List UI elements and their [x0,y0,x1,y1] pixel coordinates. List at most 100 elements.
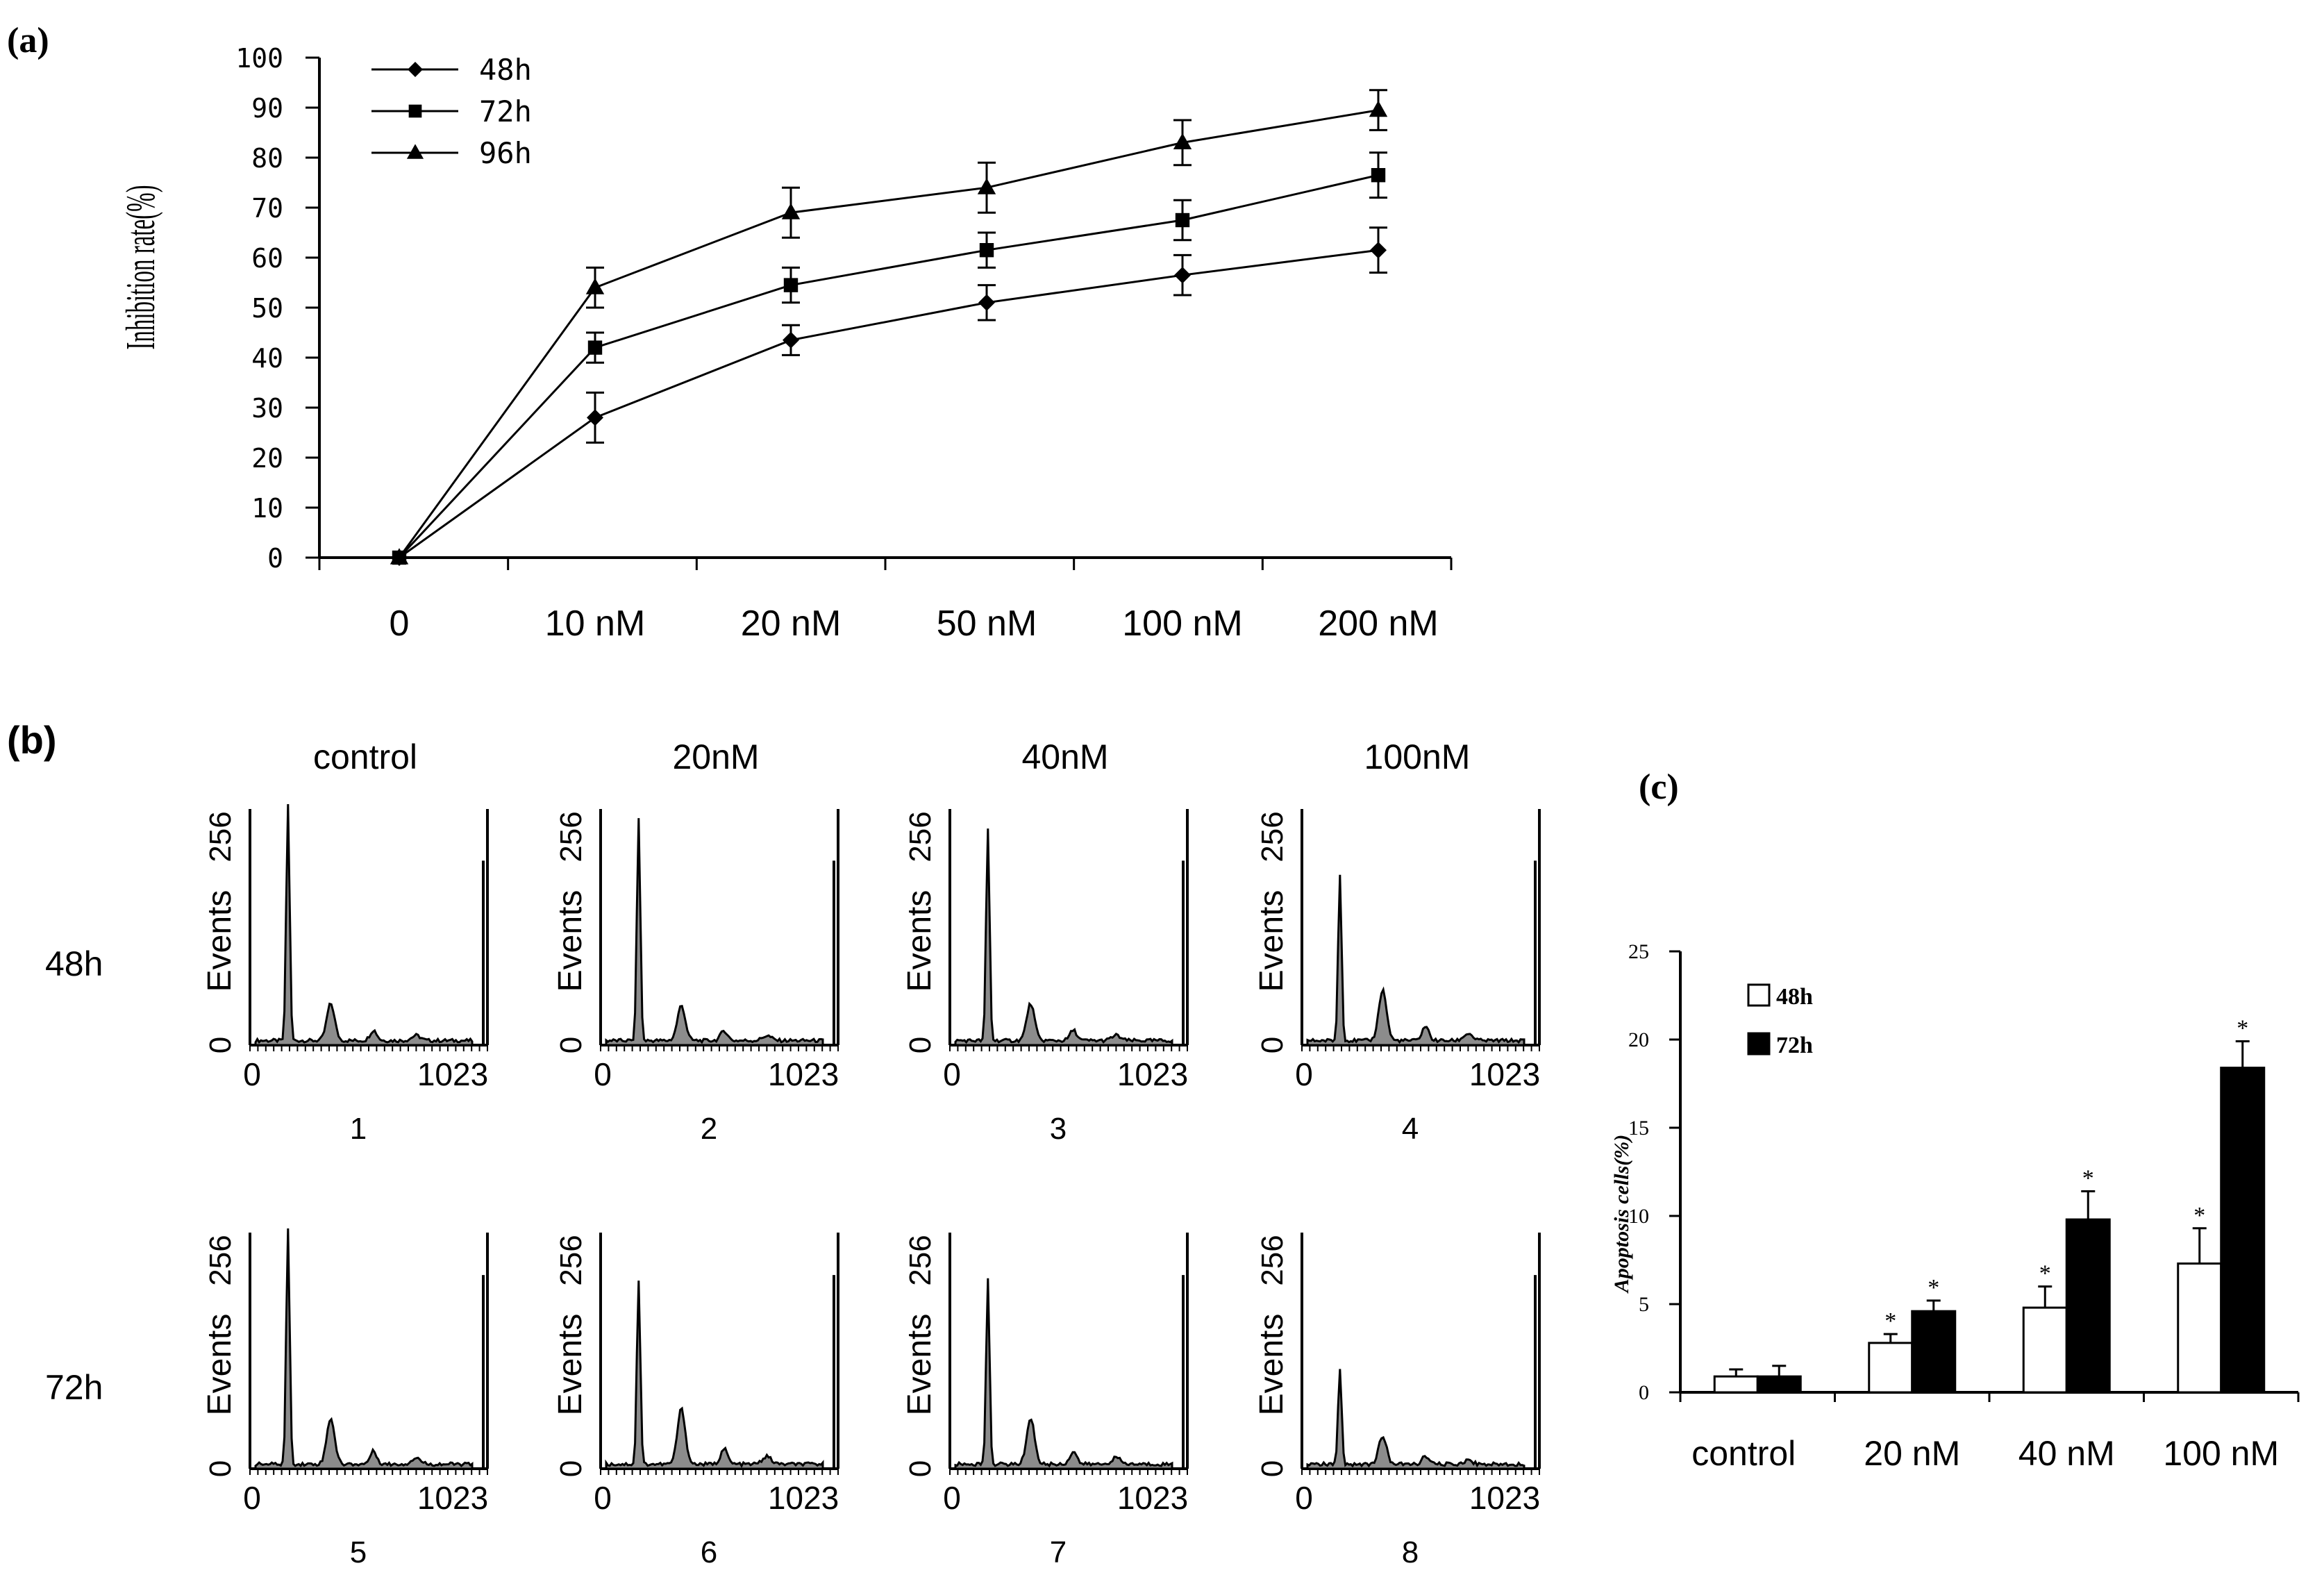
x-tick-label: 50 nM [937,603,1037,644]
hist-xtick-left: 0 [1295,1480,1313,1516]
bar-48h [2177,1262,2223,1394]
panel-label-b: (b) [7,718,57,762]
column-title: control [313,737,417,776]
hist-panel-number: 2 [701,1112,717,1146]
bar-72h [2220,1067,2266,1394]
marker-triangle [406,144,424,159]
line-chart-series [390,89,1388,566]
hist-panel-number: 5 [350,1535,367,1569]
hist-xtick-left: 0 [943,1056,961,1092]
bar-72h [2065,1218,2111,1394]
bar-x-tick-label: 40 nM [2018,1434,2115,1473]
bar-72h [1756,1375,1802,1394]
series-line-96h [398,109,1379,558]
marker-triangle [1173,133,1192,149]
line-chart-y-axis-label: Inhibition rate(%) [118,185,164,349]
bar-x-tick-label: 100 nM [2163,1434,2279,1473]
row-label: 72h [45,1368,103,1407]
bar-y-tick-label: 0 [1639,1381,1649,1404]
hist-ylabel: Events [901,1314,938,1416]
hist-ylabel: Events [201,1314,238,1416]
hist-ytick-bottom: 0 [554,1460,588,1477]
bar-x-tick-label: control [1691,1434,1796,1473]
marker-triangle [1369,100,1388,117]
hist-xtick-right: 1023 [1469,1056,1540,1092]
marker-diamond [978,294,995,311]
x-tick-label: 100 nM [1122,603,1242,644]
marker-square [587,340,603,355]
column-title: 20nM [672,737,759,776]
marker-diamond [783,331,799,349]
y-tick-label: 0 [267,543,283,574]
bar-y-tick-label: 5 [1639,1293,1649,1316]
hist-xtick-left: 0 [943,1480,961,1516]
hist-panel-number: 1 [350,1112,367,1146]
marker-square [1175,212,1190,228]
marker-triangle [977,178,996,194]
marker-diamond [587,409,603,426]
series-line-72h [398,174,1379,559]
line-chart-legend: 48h 72h 96h [371,53,532,170]
y-tick-label: 90 [251,93,283,124]
hist-ylabel: Events [552,890,589,992]
series-72h [392,151,1387,565]
y-tick-label: 10 [251,493,283,524]
hist-xtick-right: 1023 [1117,1480,1188,1516]
panel-label-a: (a) [7,21,49,60]
x-tick-label: 200 nM [1318,603,1438,644]
line-chart-a: 0 10 20 30 40 50 60 70 80 90 100 0 10 nM 20 nM 50 nM 10… [118,43,1453,644]
marker-square [1371,168,1386,183]
hist-ytick-top: 256 [554,1235,588,1285]
marker-triangle [390,548,409,565]
legend-label-48h: 48h [479,53,532,87]
hist-ytick-bottom: 0 [1255,1037,1289,1053]
hist-xtick-right: 1023 [768,1480,839,1516]
hist-xtick-left: 0 [594,1056,612,1092]
marker-square [783,278,799,292]
hist-ytick-top: 256 [554,811,588,862]
series-96h [390,89,1388,565]
column-title: 40nM [1021,737,1108,776]
hist-xtick-left: 0 [594,1480,612,1516]
hist-xtick-left: 0 [243,1056,261,1092]
significance-mark: * [2039,1261,2051,1287]
row-label: 48h [45,944,103,983]
bar-y-tick-label: 15 [1628,1117,1649,1140]
y-tick-label: 80 [251,143,283,174]
marker-triangle [781,203,801,219]
bar-legend-label-72h: 72h [1776,1033,1813,1058]
hist-xtick-right: 1023 [1117,1056,1188,1092]
hist-xtick-right: 1023 [417,1480,488,1516]
hist-ylabel: Events [552,1314,589,1416]
hist-xtick-left: 0 [1295,1056,1313,1092]
significance-mark: * [1928,1275,1939,1301]
hist-ytick-top: 256 [203,1235,237,1285]
significance-mark: * [1884,1308,1896,1334]
hist-area [1306,1369,1525,1470]
y-tick-label: 60 [251,243,283,274]
hist-ytick-top: 256 [903,1235,937,1285]
bar-y-tick-label: 25 [1628,940,1649,963]
hist-ylabel: Events [901,890,938,992]
histogram-panel: 256 0 Events 0 1023 5 [201,1228,489,1569]
significance-mark: * [2237,1016,2248,1042]
histogram-panel: 256 0 Events 0 1023 1 [201,803,489,1146]
bar-y-tick-label: 20 [1628,1028,1649,1051]
hist-area [605,818,824,1046]
marker-diamond [1370,242,1387,259]
histogram-panel: 256 0 Events 0 1023 2 [552,809,839,1146]
hist-area [254,803,474,1046]
significance-mark: * [2082,1165,2094,1191]
bar-48h [2022,1306,2068,1394]
hist-area [605,1281,824,1470]
hist-ytick-bottom: 0 [554,1037,588,1053]
histogram-panel: 256 0 Events 0 1023 7 [901,1233,1189,1569]
bar-48h [1713,1375,1759,1394]
hist-ylabel: Events [1253,890,1290,992]
hist-ytick-top: 256 [203,811,237,862]
panel-label-c: (c) [1639,767,1679,807]
hist-ytick-top: 256 [1255,811,1289,862]
marker-diamond [1174,267,1191,284]
